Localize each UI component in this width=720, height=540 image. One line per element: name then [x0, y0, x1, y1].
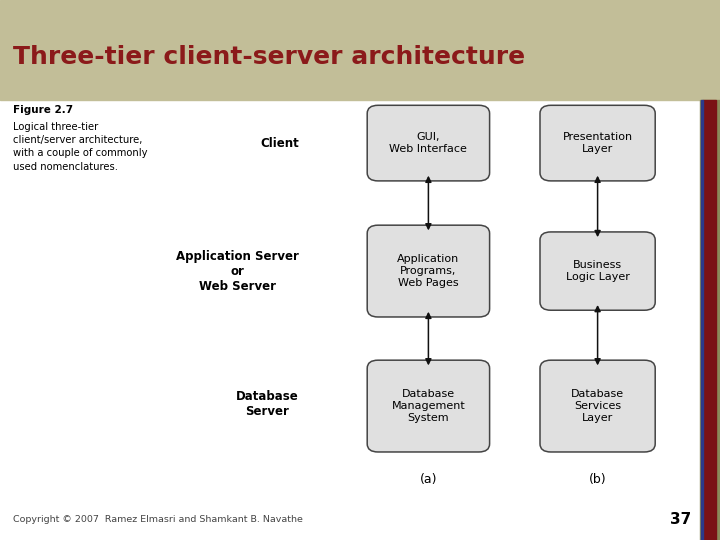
- Text: Database
Management
System: Database Management System: [392, 389, 465, 423]
- Bar: [701, 100, 703, 540]
- FancyBboxPatch shape: [367, 225, 490, 317]
- Text: Copyright © 2007  Ramez Elmasri and Shamkant B. Navathe: Copyright © 2007 Ramez Elmasri and Shamk…: [13, 515, 303, 524]
- Text: (b): (b): [589, 473, 606, 486]
- Text: Business
Logic Layer: Business Logic Layer: [566, 260, 629, 282]
- FancyBboxPatch shape: [540, 360, 655, 452]
- Text: Application
Programs,
Web Pages: Application Programs, Web Pages: [397, 254, 459, 288]
- Bar: [703, 100, 716, 540]
- Text: (a): (a): [420, 473, 437, 486]
- FancyBboxPatch shape: [540, 105, 655, 181]
- Text: Database
Services
Layer: Database Services Layer: [571, 389, 624, 423]
- Text: Presentation
Layer: Presentation Layer: [562, 132, 633, 154]
- Text: Application Server
or
Web Server: Application Server or Web Server: [176, 249, 299, 293]
- Text: Database
Server: Database Server: [236, 390, 299, 418]
- FancyBboxPatch shape: [367, 360, 490, 452]
- FancyBboxPatch shape: [367, 105, 490, 181]
- Text: Figure 2.7: Figure 2.7: [13, 105, 73, 116]
- Text: Three-tier client-server architecture: Three-tier client-server architecture: [13, 45, 525, 69]
- Text: GUI,
Web Interface: GUI, Web Interface: [390, 132, 467, 154]
- Bar: [0, 0, 720, 100]
- Text: Client: Client: [260, 137, 299, 150]
- Text: Logical three-tier
client/server architecture,
with a couple of commonly
used no: Logical three-tier client/server archite…: [13, 122, 148, 172]
- Bar: [700, 100, 720, 540]
- FancyBboxPatch shape: [540, 232, 655, 310]
- Text: 37: 37: [670, 512, 691, 527]
